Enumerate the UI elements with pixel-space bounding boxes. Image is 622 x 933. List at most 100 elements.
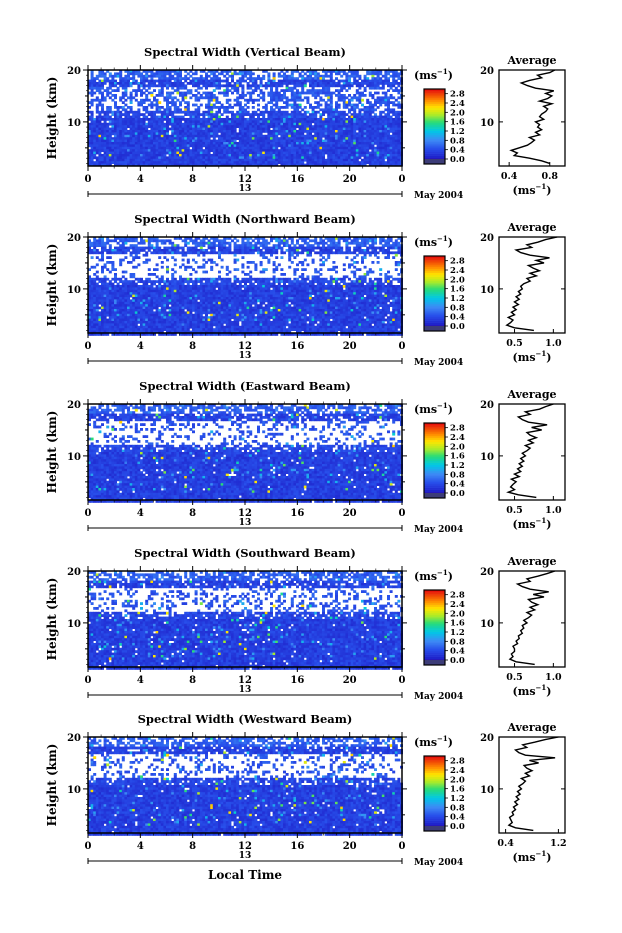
heatmap-cell	[364, 130, 367, 133]
heatmap-cell	[379, 159, 382, 162]
heatmap-cell	[275, 137, 278, 140]
heatmap-cell	[166, 128, 169, 131]
heatmap-cell	[356, 116, 359, 119]
heatmap-cell	[309, 156, 312, 159]
heatmap-cell	[187, 135, 190, 138]
heatmap-cell	[171, 140, 174, 143]
heatmap-cell	[382, 96, 385, 99]
heatmap-cell	[353, 82, 356, 85]
heatmap-cell	[275, 140, 278, 143]
heatmap-cell	[122, 140, 125, 143]
heatmap-cell	[106, 89, 109, 92]
heatmap-cell	[247, 140, 250, 143]
heatmap-cell	[104, 249, 107, 252]
heatmap-cell	[358, 75, 361, 78]
heatmap-cell	[226, 135, 229, 138]
heatmap-cell	[226, 118, 229, 121]
heatmap-cell	[340, 135, 343, 138]
heatmap-cell	[296, 113, 299, 116]
heatmap-cell	[124, 130, 127, 133]
heatmap-cell	[161, 75, 164, 78]
heatmap-cell	[130, 106, 133, 109]
heatmap-cell	[249, 99, 252, 102]
heatmap-cell	[265, 144, 268, 147]
heatmap-cell	[239, 156, 242, 159]
heatmap-cell	[278, 244, 281, 247]
heatmap-cell	[223, 94, 226, 97]
heatmap-cell	[239, 247, 242, 250]
heatmap-cell	[135, 140, 138, 143]
heatmap-cell	[312, 130, 315, 133]
heatmap-cell	[249, 96, 252, 99]
heatmap-cell	[189, 239, 192, 242]
heatmap-cell	[101, 104, 104, 107]
heatmap-cell	[254, 132, 257, 135]
heatmap-cell	[234, 132, 237, 135]
heatmap-cell	[312, 239, 315, 242]
heatmap-cell	[205, 144, 208, 147]
heatmap-cell	[195, 161, 198, 164]
heatmap-cell	[397, 92, 400, 95]
heatmap-cell	[215, 77, 218, 80]
heatmap-cell	[215, 156, 218, 159]
heatmap-cell	[395, 144, 398, 147]
heatmap-cell	[387, 159, 390, 162]
heatmap-cell	[280, 239, 283, 242]
heatmap-cell	[143, 125, 146, 128]
heatmap-cell	[236, 84, 239, 87]
heatmap-cell	[382, 135, 385, 138]
heatmap-cell	[296, 149, 299, 152]
heatmap-cell	[119, 159, 122, 162]
heatmap-cell	[353, 239, 356, 242]
heatmap-cell	[330, 82, 333, 85]
heatmap-cell	[215, 161, 218, 164]
heatmap-cell	[93, 142, 96, 145]
heatmap-cell	[228, 132, 231, 135]
heatmap-cell	[98, 161, 101, 164]
heatmap-cell	[395, 156, 398, 159]
heatmap-cell	[252, 142, 255, 145]
heatmap-cell	[218, 152, 221, 155]
heatmap-cell	[366, 118, 369, 121]
heatmap-cell	[293, 147, 296, 150]
heatmap-cell	[163, 96, 166, 99]
heatmap-cell	[283, 92, 286, 95]
heatmap-cell	[358, 99, 361, 102]
heatmap-cell	[387, 249, 390, 252]
heatmap-cell	[319, 92, 322, 95]
heatmap-cell	[96, 87, 99, 90]
heatmap-cell	[379, 135, 382, 138]
heatmap-cell	[353, 118, 356, 121]
heatmap-cell	[184, 77, 187, 80]
heatmap-cell	[371, 247, 374, 250]
heatmap-cell	[174, 77, 177, 80]
heatmap-cell	[387, 96, 390, 99]
heatmap-cell	[314, 72, 317, 75]
heatmap-cell	[332, 125, 335, 128]
heatmap-cell	[148, 120, 151, 123]
heatmap-cell	[299, 140, 302, 143]
heatmap-cell	[353, 75, 356, 78]
heatmap-cell	[148, 147, 151, 150]
heatmap-cell	[218, 161, 221, 164]
heatmap-cell	[114, 130, 117, 133]
heatmap-cell	[301, 77, 304, 80]
heatmap-cell	[249, 123, 252, 126]
heatmap-cell	[161, 113, 164, 116]
heatmap-cell	[340, 147, 343, 150]
heatmap-cell	[182, 147, 185, 150]
heatmap-cell	[327, 244, 330, 247]
heatmap-cell	[379, 96, 382, 99]
heatmap-cell	[228, 154, 231, 157]
heatmap-cell	[312, 135, 315, 138]
heatmap-cell	[384, 99, 387, 102]
heatmap-cell	[309, 152, 312, 155]
heatmap-cell	[91, 161, 94, 164]
heatmap-cell	[215, 251, 218, 254]
heatmap-cell	[200, 154, 203, 157]
heatmap-cell	[241, 142, 244, 145]
heatmap-cell	[213, 116, 216, 119]
heatmap-cell	[210, 244, 213, 247]
heatmap-cell	[358, 101, 361, 104]
heatmap-cell	[319, 251, 322, 254]
